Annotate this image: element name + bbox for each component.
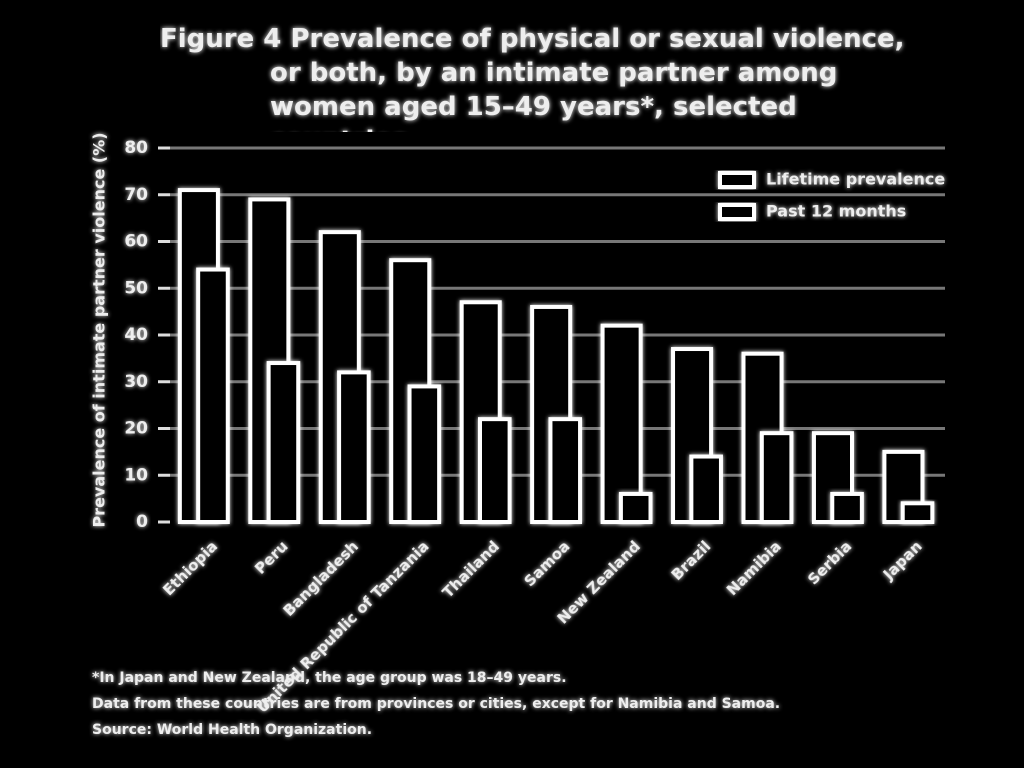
- y-tick-label: 20: [124, 419, 148, 439]
- bar: [759, 431, 794, 524]
- x-tick-label: Ethiopia: [159, 537, 221, 599]
- bar: [548, 417, 583, 524]
- y-tick-label: 30: [124, 372, 148, 392]
- y-tick-label: 40: [124, 325, 148, 345]
- bar: [266, 361, 301, 524]
- y-tick-label: 0: [136, 512, 148, 532]
- title-box: Figure 4 Prevalence of physical or sexua…: [160, 24, 905, 132]
- legend-swatch: [718, 203, 756, 221]
- y-tick-label: 70: [124, 185, 148, 205]
- notes: *In Japan and New Zealand, the age group…: [92, 670, 780, 738]
- bar: [830, 491, 864, 525]
- x-tick-label: Peru: [251, 537, 291, 577]
- x-tick-label: Brazil: [668, 537, 715, 584]
- chart-title: Figure 4 Prevalence of physical or sexua…: [160, 24, 905, 132]
- legend-swatch: [718, 171, 756, 189]
- bar: [600, 323, 643, 524]
- y-axis-label: Prevalence of intimate partner violence …: [90, 132, 109, 527]
- legend-label: Past 12 months: [766, 202, 906, 221]
- bar: [407, 384, 442, 524]
- bar: [196, 267, 230, 524]
- bar: [337, 370, 371, 524]
- x-tick-label: Samoa: [520, 537, 573, 590]
- x-tick-label: Thailand: [439, 537, 503, 601]
- legend-label: Lifetime prevalence: [766, 170, 945, 189]
- y-tick-label: 80: [124, 138, 148, 158]
- x-tick-label: Namibia: [723, 537, 785, 599]
- y-tick-label: 10: [124, 465, 148, 485]
- x-tick-label: Japan: [879, 537, 926, 584]
- bar: [478, 417, 512, 524]
- note: Source: World Health Organization.: [92, 722, 372, 738]
- bar: [618, 491, 653, 525]
- y-tick-label: 60: [124, 232, 148, 252]
- note: Data from these countries are from provi…: [92, 696, 780, 712]
- y-tick-label: 50: [124, 278, 148, 298]
- note: *In Japan and New Zealand, the age group…: [92, 670, 567, 686]
- x-tick-label: Serbia: [804, 537, 855, 588]
- bar: [689, 454, 723, 524]
- bar: [900, 501, 935, 524]
